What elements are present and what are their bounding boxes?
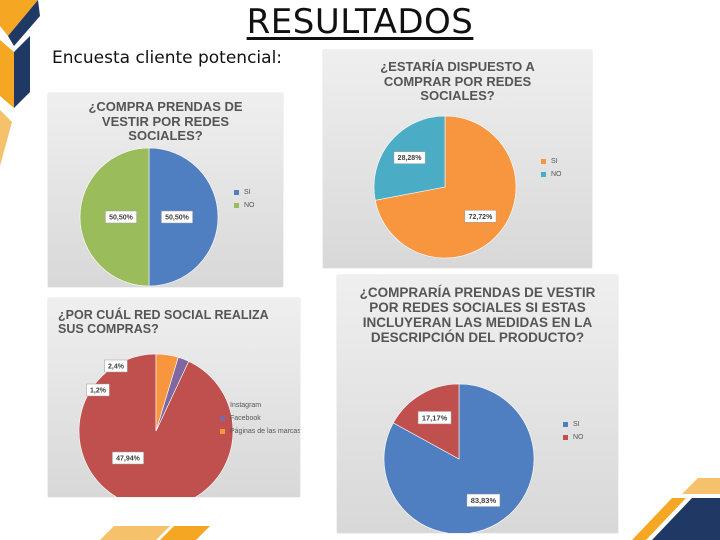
page-subtitle: Encuesta cliente potencial: bbox=[52, 48, 283, 68]
legend-swatch bbox=[541, 172, 546, 177]
data-label-instagram: 47,94% bbox=[112, 451, 144, 465]
legend-label: Instagram bbox=[230, 402, 262, 409]
chart-panel-dispuesto-comprar: ¿ESTARÍA DISPUESTO A COMPRAR POR REDES S… bbox=[323, 50, 592, 268]
legend-swatch bbox=[220, 416, 225, 421]
legend-swatch bbox=[541, 159, 546, 164]
chart-panel-red-social: ¿POR CUÁL RED SOCIAL REALIZA SUS COMPRAS… bbox=[48, 298, 300, 497]
pie-slice-paginas-de-las-marcas bbox=[155, 353, 179, 432]
legend-swatch bbox=[563, 435, 568, 440]
legend-swatch bbox=[563, 422, 568, 427]
corner-decoration-bottom-right bbox=[632, 478, 720, 540]
data-label-si: 72,72% bbox=[464, 210, 497, 223]
legend-label: Páginas de las marcas bbox=[230, 428, 300, 435]
legend-item-no: NO bbox=[234, 202, 255, 209]
data-label-no: 28,28% bbox=[393, 151, 426, 164]
chart-legend: SI NO bbox=[563, 421, 584, 447]
svg-text:72,72%: 72,72% bbox=[469, 214, 494, 221]
legend-swatch bbox=[234, 190, 239, 195]
svg-text:50,50%: 50,50% bbox=[109, 214, 134, 221]
chart-panel-medidas-descripcion: ¿COMPRARÍA PRENDAS DE VESTIR POR REDES S… bbox=[337, 275, 618, 533]
svg-text:83,83%: 83,83% bbox=[471, 496, 497, 505]
chart-legend: SI NO bbox=[234, 189, 255, 215]
legend-label: SI bbox=[573, 421, 580, 428]
pie-chart: 47,94% 1,2% 2,4% bbox=[78, 353, 234, 497]
legend-swatch bbox=[234, 203, 239, 208]
bottom-stripe-decoration bbox=[100, 526, 210, 540]
chart-title: ¿ESTARÍA DISPUESTO A COMPRAR POR REDES S… bbox=[380, 59, 535, 104]
data-label-paginas-de-las-marcas: 2,4% bbox=[104, 359, 128, 373]
corner-decoration-top-left bbox=[0, 0, 40, 166]
svg-text:50,50%: 50,50% bbox=[165, 214, 190, 221]
svg-text:2,4%: 2,4% bbox=[108, 363, 125, 370]
chart-panel-compra-prendas: ¿COMPRA PRENDAS DE VESTIR POR REDES SOCI… bbox=[48, 93, 283, 287]
legend-swatch bbox=[220, 429, 225, 434]
legend-swatch bbox=[220, 403, 225, 408]
svg-text:28,28%: 28,28% bbox=[398, 155, 423, 162]
legend-label: NO bbox=[551, 171, 562, 178]
data-label-facebook: 1,2% bbox=[86, 383, 110, 397]
legend-label: Facebook bbox=[230, 415, 261, 422]
chart-legend: Instagram Facebook Páginas de las marcas bbox=[220, 402, 300, 441]
legend-item-facebook: Facebook bbox=[220, 415, 300, 422]
legend-item-no: NO bbox=[541, 171, 562, 178]
legend-label: SI bbox=[244, 189, 251, 196]
legend-item-si: SI bbox=[563, 421, 584, 428]
svg-text:17,17%: 17,17% bbox=[422, 413, 448, 422]
pie-chart: 72,72% 28,28% bbox=[373, 115, 517, 259]
data-label-si: 83,83% bbox=[466, 493, 501, 507]
chart-legend: SI NO bbox=[541, 158, 562, 184]
legend-label: NO bbox=[244, 202, 255, 209]
pie-chart: 50,50% 50,50% bbox=[79, 147, 219, 287]
legend-label: NO bbox=[573, 434, 584, 441]
data-label-no: 17,17% bbox=[417, 411, 452, 425]
chart-title: ¿COMPRA PRENDAS DE VESTIR POR REDES SOCI… bbox=[88, 99, 243, 144]
legend-item-instagram: Instagram bbox=[220, 402, 300, 409]
legend-item-paginas-de-las-marcas: Páginas de las marcas bbox=[220, 428, 300, 435]
legend-item-no: NO bbox=[563, 434, 584, 441]
chart-title: ¿COMPRARÍA PRENDAS DE VESTIR POR REDES S… bbox=[359, 285, 596, 346]
data-label-si: 50,50% bbox=[161, 210, 193, 224]
svg-text:47,94%: 47,94% bbox=[116, 455, 141, 462]
data-label-no: 50,50% bbox=[105, 210, 137, 224]
svg-text:1,2%: 1,2% bbox=[90, 387, 107, 394]
legend-label: SI bbox=[551, 158, 558, 165]
chart-title: ¿POR CUÁL RED SOCIAL REALIZA SUS COMPRAS… bbox=[58, 308, 269, 336]
pie-chart: 83,83% 17,17% bbox=[383, 383, 535, 533]
page-title: RESULTADOS bbox=[246, 2, 474, 42]
legend-item-si: SI bbox=[541, 158, 562, 165]
legend-item-si: SI bbox=[234, 189, 255, 196]
